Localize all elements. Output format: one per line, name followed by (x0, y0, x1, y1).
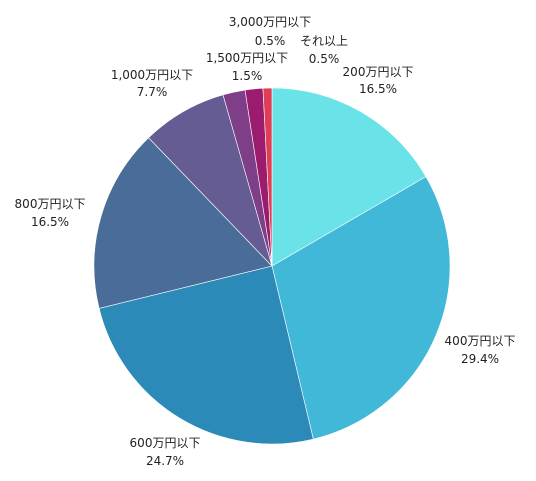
slice-label-over-name: それ以上 (300, 34, 348, 48)
pie-slice-200 (271, 87, 427, 267)
slice-label-800-name: 800万円以下 (15, 197, 86, 211)
slice-label-1500-name: 1,500万円以下 (206, 51, 288, 65)
pie-slice-over (262, 87, 273, 267)
slice-label-800-percent: 16.5% (31, 215, 69, 229)
pie-slice-600 (98, 265, 314, 445)
slice-label-400: 400万円以下 29.4% (445, 334, 516, 366)
pie-slice-800 (93, 137, 273, 309)
pie-slices (93, 87, 451, 445)
slice-label-3000-percent: 0.5% (255, 34, 286, 48)
slice-label-1500: 1,500万円以下 1.5% (206, 51, 288, 83)
slice-label-200-percent: 16.5% (359, 82, 397, 96)
slice-label-600-name: 600万円以下 (130, 436, 201, 450)
slice-label-400-percent: 29.4% (461, 352, 499, 366)
pie-slice-400 (271, 176, 451, 440)
slice-label-200: 200万円以下 16.5% (343, 65, 414, 96)
slice-label-1500-percent: 1.5% (232, 69, 263, 83)
slice-label-over: それ以上 0.5% (300, 34, 348, 66)
slice-label-3000: 3,000万円以下 0.5% (229, 15, 311, 48)
slice-label-200-name: 200万円以下 (343, 65, 414, 79)
slice-label-600-percent: 24.7% (146, 454, 184, 468)
slice-label-400-name: 400万円以下 (445, 334, 516, 348)
slice-label-over-percent: 0.5% (309, 52, 340, 66)
slice-label-3000-name: 3,000万円以下 (229, 15, 311, 29)
slice-label-1000-name: 1,000万円以下 (111, 68, 193, 82)
slice-label-1000-percent: 7.7% (137, 85, 168, 99)
slice-label-800: 800万円以下 16.5% (15, 197, 86, 229)
slice-label-600: 600万円以下 24.7% (130, 436, 201, 468)
slice-label-1000: 1,000万円以下 7.7% (111, 68, 193, 99)
